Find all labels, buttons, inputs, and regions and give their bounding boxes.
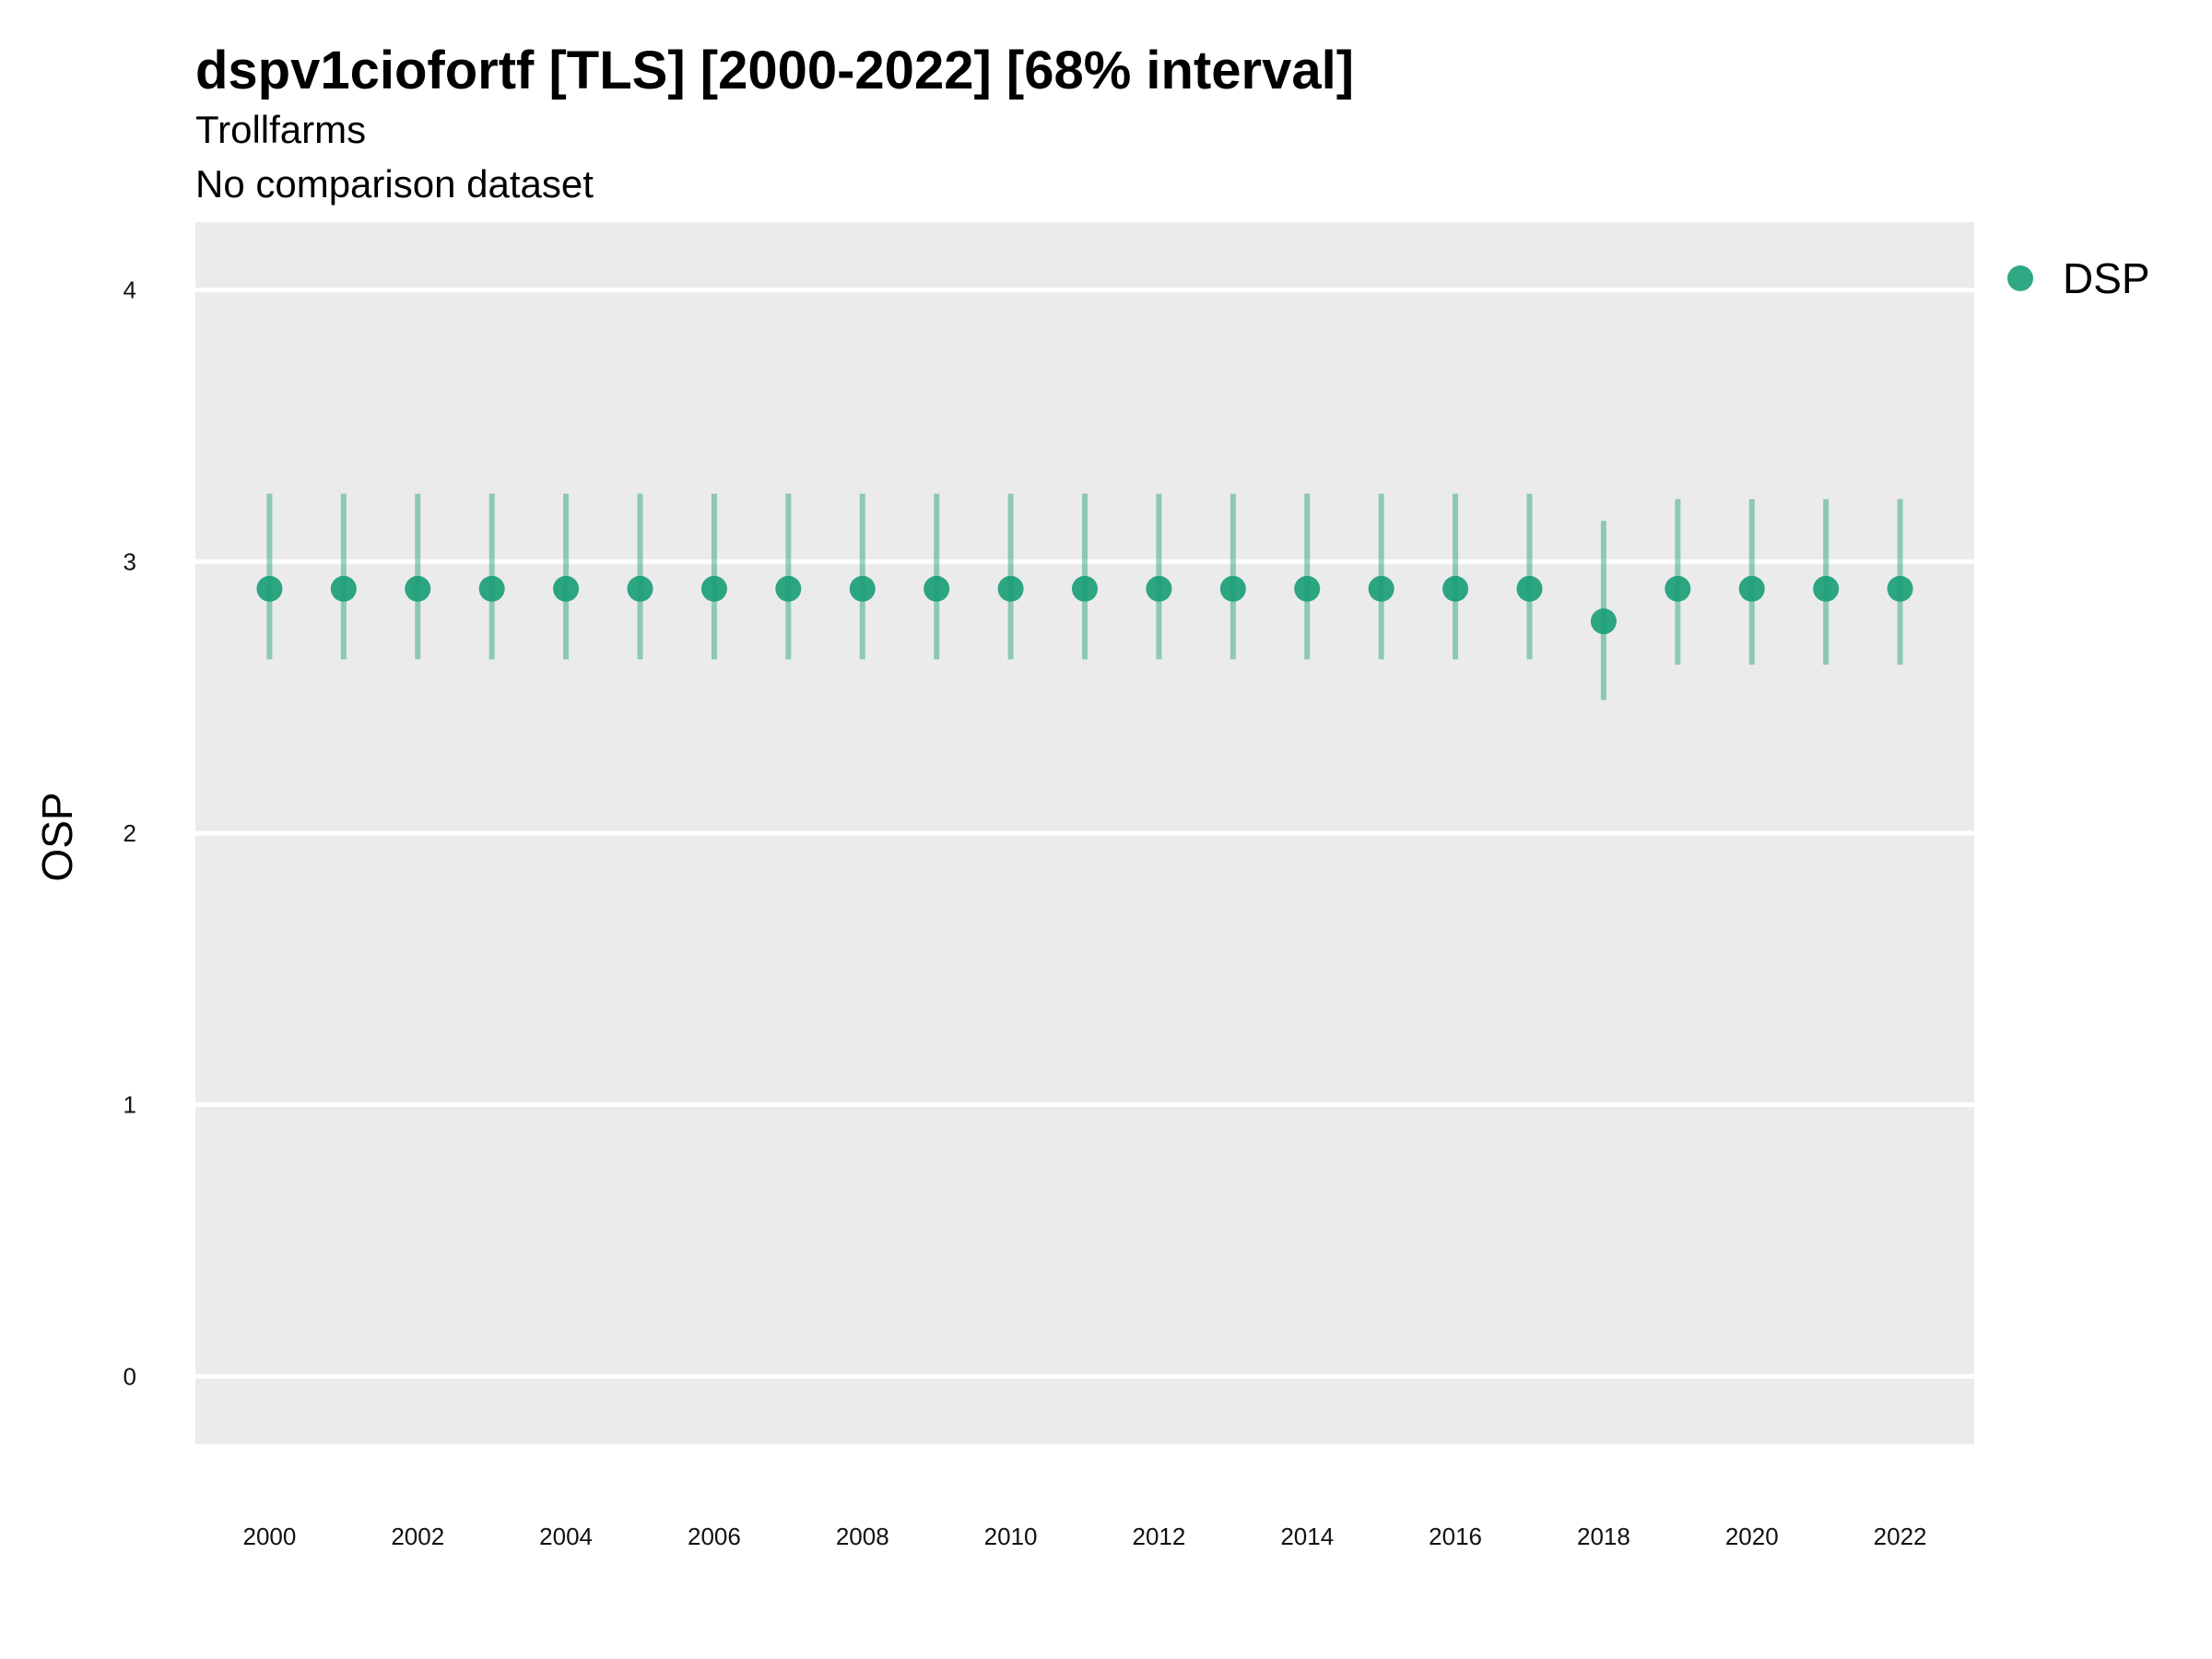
- chart-subtitle: Trollfarms: [195, 108, 366, 151]
- data-point-2003: [478, 575, 505, 602]
- legend: DSP: [2007, 254, 2150, 302]
- data-point-2006: [700, 575, 727, 602]
- data-point-2013: [1219, 575, 1246, 602]
- chart-title: dspv1ciofortf [TLS] [2000-2022] [68% int…: [195, 41, 1354, 100]
- y-axis-label: OSP: [33, 792, 81, 881]
- data-point-2008: [849, 575, 876, 602]
- y-tick-label-0: 0: [124, 1362, 136, 1390]
- data-point-2004: [553, 575, 580, 602]
- x-tick-label-2000: 2000: [242, 1523, 296, 1550]
- x-tick-label-2006: 2006: [688, 1523, 741, 1550]
- x-tick-label-2012: 2012: [1132, 1523, 1185, 1550]
- x-tick-label-2002: 2002: [391, 1523, 444, 1550]
- y-axis-ticks: 0 1 2 3 4: [124, 276, 136, 1391]
- x-tick-label-2010: 2010: [984, 1523, 1038, 1550]
- data-point-2010: [997, 575, 1024, 602]
- data-point-2014: [1294, 575, 1321, 602]
- data-point-2001: [330, 575, 357, 602]
- data-point-2009: [924, 575, 950, 602]
- data-point-2015: [1368, 575, 1394, 602]
- data-point-2020: [1738, 575, 1765, 602]
- x-tick-label-2004: 2004: [539, 1523, 593, 1550]
- y-tick-label-2: 2: [124, 819, 136, 847]
- legend-label-dsp: DSP: [2063, 254, 2150, 302]
- data-point-2018: [1590, 608, 1617, 635]
- data-point-2017: [1516, 575, 1543, 602]
- x-axis-ticks: 2000 2002 2004 2006 2008 2010 2012 2014 2016 2018…: [242, 1523, 1926, 1550]
- data-point-2016: [1442, 575, 1469, 602]
- data-point-2022: [1887, 575, 1913, 602]
- chart-subtitle-secondary: No comparison dataset: [195, 162, 594, 206]
- y-tick-label-4: 4: [124, 276, 136, 304]
- data-point-2021: [1813, 575, 1840, 602]
- data-point-2007: [775, 575, 802, 602]
- y-tick-label-3: 3: [124, 547, 136, 575]
- grid-lines: [195, 288, 1974, 1379]
- legend-marker-dsp: [2007, 265, 2033, 291]
- x-tick-label-2018: 2018: [1577, 1523, 1630, 1550]
- data-point-2011: [1072, 575, 1098, 602]
- x-tick-label-2020: 2020: [1725, 1523, 1779, 1550]
- data-point-2019: [1665, 575, 1691, 602]
- x-tick-label-2022: 2022: [1874, 1523, 1927, 1550]
- x-tick-label-2016: 2016: [1429, 1523, 1482, 1550]
- data-point-2005: [627, 575, 653, 602]
- data-point-2012: [1146, 575, 1172, 602]
- data-point-2000: [256, 575, 283, 602]
- y-tick-label-1: 1: [124, 1091, 136, 1119]
- x-tick-label-2014: 2014: [1280, 1523, 1334, 1550]
- data-points: [256, 575, 1913, 635]
- data-point-2002: [405, 575, 431, 602]
- x-tick-label-2008: 2008: [836, 1523, 889, 1550]
